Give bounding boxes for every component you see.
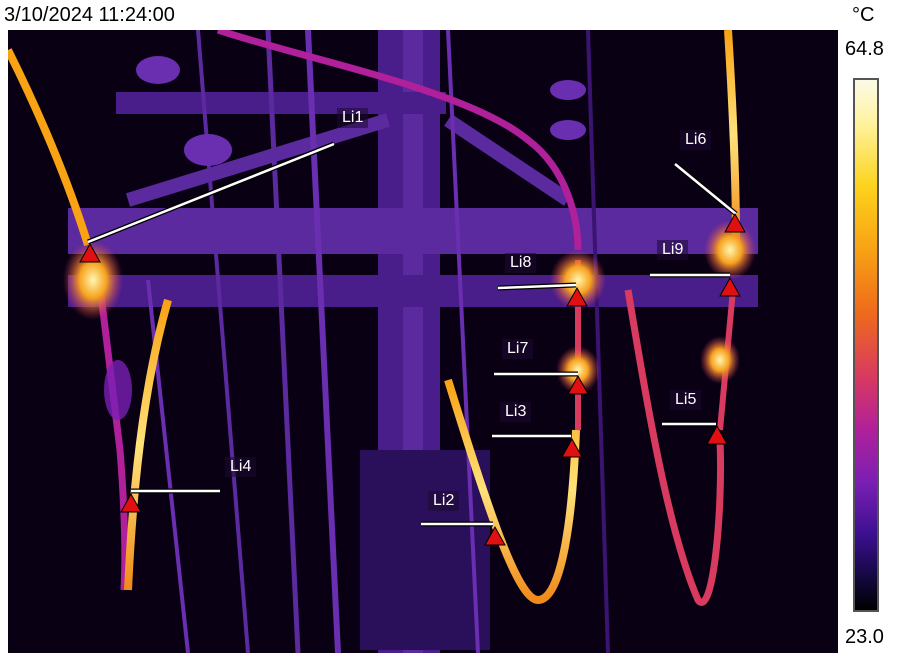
scale-max-value: 64.8 [845, 38, 884, 60]
li6-label: Li6 [680, 130, 712, 150]
scale-min-value: 23.0 [845, 626, 884, 648]
li1-line[interactable] [87, 141, 335, 245]
li9-label: Li9 [657, 240, 689, 260]
li2-marker [484, 525, 506, 546]
temperature-unit: °C [852, 4, 875, 26]
li4-label: Li4 [225, 457, 257, 477]
hotspots [63, 220, 756, 420]
li4-marker [120, 492, 142, 513]
li3-marker [561, 437, 583, 458]
timestamp: 3/10/2024 11:24:00 [4, 4, 175, 26]
li9-marker [719, 276, 741, 297]
li5-label: Li5 [670, 390, 702, 410]
li7-marker [567, 374, 589, 395]
thermal-scene [8, 30, 758, 653]
li8-marker [566, 286, 588, 307]
li2-label: Li2 [428, 491, 460, 511]
li5-marker [706, 424, 728, 445]
li1-label: Li1 [337, 108, 369, 128]
color-scale-bar [853, 78, 879, 612]
li6-line[interactable] [673, 162, 738, 216]
li1-marker [79, 242, 101, 263]
li8-line[interactable] [497, 282, 577, 291]
li6-marker [724, 212, 746, 233]
li3-label: Li3 [500, 402, 532, 422]
li8-label: Li8 [505, 253, 537, 273]
pole-structure [68, 30, 758, 653]
li7-label: Li7 [502, 339, 534, 359]
thermal-image: Li1 Li2 Li3 Li4 Li5 Li6 Li7 Li8 Li9 [8, 30, 838, 653]
measurement-overlays [79, 141, 746, 546]
